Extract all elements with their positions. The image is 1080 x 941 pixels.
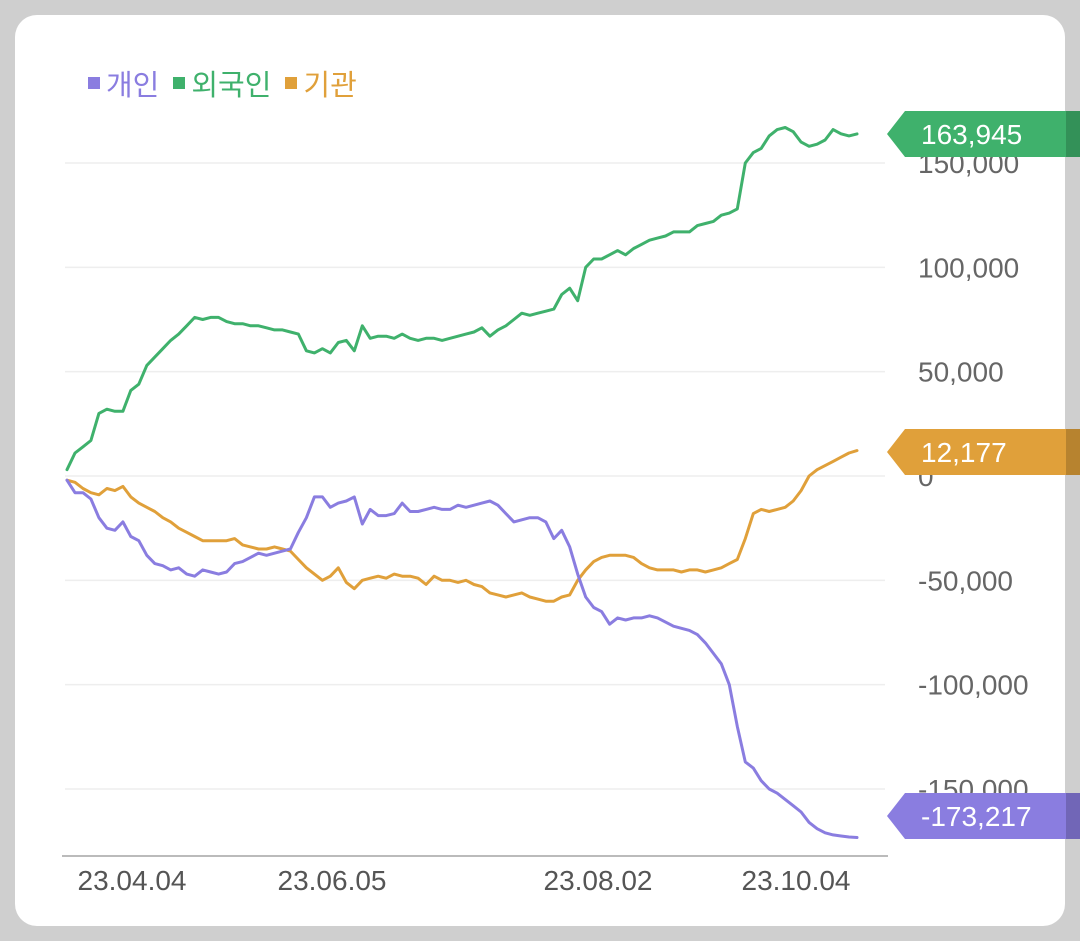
y-tick-label: -100,000: [918, 670, 1029, 701]
legend-label-institution: 기관: [303, 70, 357, 102]
series-line-individual: [65, 478, 859, 839]
series-line-institution: [65, 449, 859, 603]
legend-item-individual: 개인: [88, 62, 159, 104]
value-tag-individual-edge: [1066, 793, 1080, 839]
value-tag-foreign-label: 163,945: [921, 119, 1022, 150]
series-line-foreign: [65, 126, 859, 472]
value-tag-individual-label: -173,217: [921, 801, 1032, 832]
legend-item-foreign: 외국인: [173, 62, 271, 104]
value-tag-individual-shape: [887, 793, 1080, 839]
y-tick-label: 50,000: [918, 357, 1004, 388]
x-tick-label: 23.10.04: [742, 865, 851, 896]
chart-legend: 개인 외국인 기관: [88, 62, 357, 104]
y-tick-label: -50,000: [918, 565, 1013, 596]
value-tag-foreign-shape: [887, 111, 1080, 157]
chart-card: [15, 15, 1065, 926]
x-tick-label: 23.06.05: [278, 865, 387, 896]
legend-swatch-foreign: [173, 77, 186, 89]
legend-label-individual: 개인: [106, 70, 160, 102]
value-tag-institution-edge: [1066, 429, 1080, 475]
value-tag-institution-shape: [887, 429, 1080, 475]
legend-swatch-individual: [88, 77, 100, 89]
x-tick-label: 23.08.02: [544, 865, 653, 896]
legend-item-institution: 기관: [285, 62, 357, 104]
x-tick-label: 23.04.04: [78, 865, 187, 896]
y-tick-label: 100,000: [918, 252, 1019, 283]
value-tag-institution-label: 12,177: [921, 437, 1007, 468]
legend-swatch-institution: [285, 77, 298, 89]
legend-label-foreign: 외국인: [191, 70, 272, 102]
value-tag-foreign-edge: [1066, 111, 1080, 157]
